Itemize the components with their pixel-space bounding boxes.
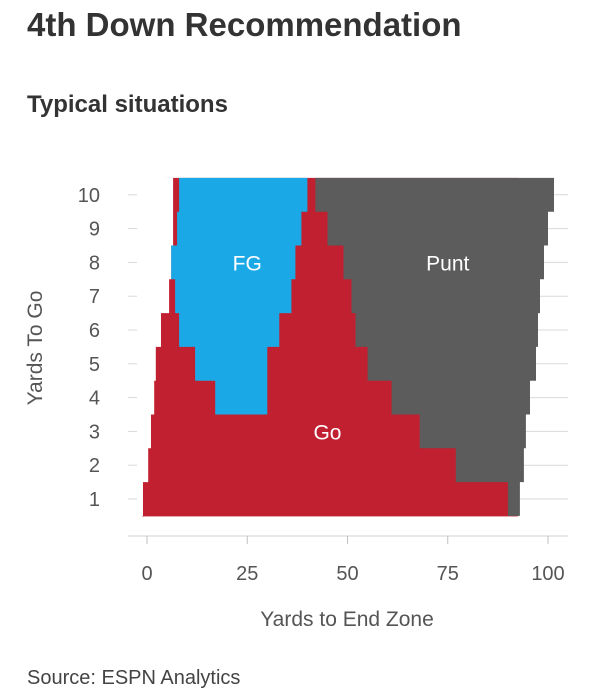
y-axis-title: Yards To Go — [24, 291, 47, 406]
region-label-go: Go — [313, 421, 341, 444]
y-tick-label-2: 2 — [89, 455, 100, 477]
axes: 0 25 50 75 100 1 2 3 4 5 6 7 8 9 10 Yards to End Zone Ya… — [24, 185, 568, 631]
x-tick-label-0: 0 — [141, 563, 152, 585]
x-tick-label-25: 25 — [236, 563, 258, 585]
source-note: Source: ESPN Analytics — [27, 667, 241, 689]
x-axis-title: Yards to End Zone — [260, 608, 434, 631]
y-tick-label-3: 3 — [89, 421, 100, 443]
punt-region — [315, 177, 554, 516]
y-tick-label-6: 6 — [89, 320, 100, 342]
y-tick-label-4: 4 — [89, 388, 100, 410]
decision-regions — [118, 175, 554, 519]
region-label-fg: FG — [233, 252, 262, 275]
x-tick-label-50: 50 — [336, 563, 358, 585]
region-labels: FG Punt Go — [233, 252, 470, 444]
x-tick-label-100: 100 — [531, 563, 564, 585]
x-tick-label-75: 75 — [437, 563, 459, 585]
fourth-down-chart: 0 25 50 75 100 1 2 3 4 5 6 7 8 9 10 Yards to End Zone Ya… — [24, 175, 568, 631]
fg-region — [171, 177, 308, 415]
y-tick-label-8: 8 — [89, 252, 100, 274]
y-tick-label-10: 10 — [78, 185, 100, 207]
y-tick-label-1: 1 — [89, 489, 100, 511]
y-tick-label-5: 5 — [89, 354, 100, 376]
y-tick-label-9: 9 — [89, 219, 100, 241]
region-label-punt: Punt — [426, 252, 469, 275]
page-title: 4th Down Recommendation — [27, 6, 462, 43]
go-left-boundary-mask — [118, 175, 174, 519]
chart-subtitle: Typical situations — [27, 91, 228, 118]
y-tick-label-7: 7 — [89, 286, 100, 308]
